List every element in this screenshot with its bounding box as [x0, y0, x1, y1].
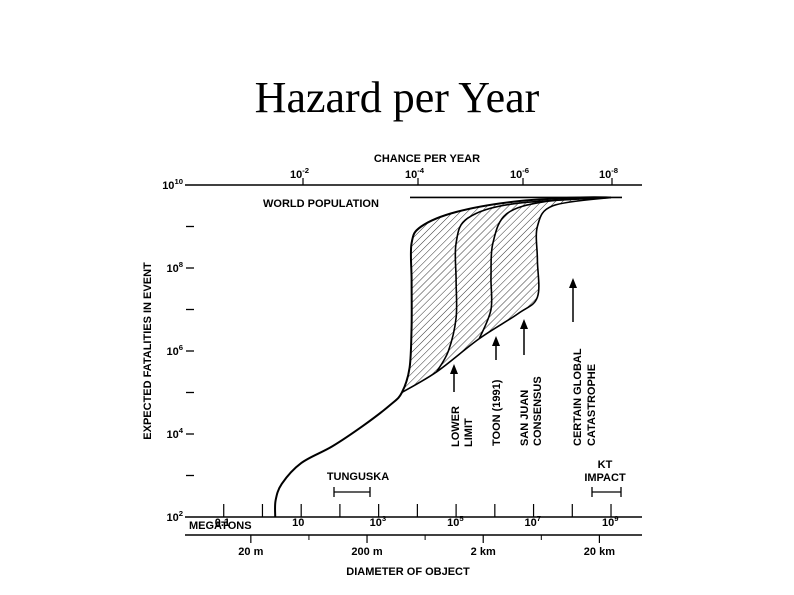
megaton-tick-label: 0.1 [215, 517, 230, 529]
megaton-tick-label: 107 [525, 514, 542, 529]
san-juan-curve [478, 196, 612, 339]
certain-global-annotation: CERTAIN GLOBAL CATASTROPHE [569, 278, 598, 446]
certain-global-curve [401, 196, 612, 394]
certain-label-line2: CATASTROPHE [586, 364, 598, 446]
lower-limit-label-line1: LOWER [450, 406, 462, 447]
top-tick-label: 10-8 [599, 166, 619, 181]
hazard-band [401, 197, 611, 393]
y-axis-label: EXPECTED FATALITIES IN EVENT [142, 262, 154, 440]
kt-impact-annotation: KT IMPACT [584, 459, 626, 497]
diameter-tick-label: 20 km [584, 546, 615, 558]
y-tick-label: 104 [166, 426, 183, 441]
lower-limit-curve [274, 196, 612, 518]
y-tick-label: 102 [166, 509, 183, 524]
toon-annotation: TOON (1991) [491, 336, 503, 446]
diameter-tick-label: 200 m [351, 546, 382, 558]
slide-title: Hazard per Year [254, 73, 540, 122]
megaton-tick-label: 109 [602, 514, 619, 529]
diameter-tick-label: 2 km [471, 546, 496, 558]
y-tick-label: 106 [166, 343, 183, 358]
megatons-label: MEGATONS [189, 520, 252, 532]
tunguska-label: TUNGUSKA [327, 471, 389, 483]
megaton-tick-label: 105 [447, 514, 464, 529]
y-tick-label: 108 [166, 260, 183, 275]
lower-limit-annotation: LOWER LIMIT [450, 364, 475, 447]
diameter-tick-label: 20 m [238, 546, 263, 558]
top-tick-label: 10-2 [290, 166, 309, 181]
lower-limit-label-line2: LIMIT [463, 418, 475, 447]
top-tick-label: 10-6 [510, 166, 529, 181]
x-axis-label: DIAMETER OF OBJECT [346, 566, 470, 578]
san-juan-annotation: SAN JUAN CONSENSUS [519, 319, 544, 446]
world-population-label: WORLD POPULATION [263, 198, 379, 210]
san-juan-label-line2: CONSENSUS [532, 376, 544, 446]
kt-label-line2: IMPACT [584, 472, 626, 484]
megaton-tick-label: 103 [370, 514, 387, 529]
megaton-tick-label: 10 [292, 517, 304, 529]
kt-label-line1: KT [598, 459, 613, 471]
certain-label-line1: CERTAIN GLOBAL [572, 348, 584, 446]
top-axis-label: CHANCE PER YEAR [374, 153, 480, 165]
san-juan-label-line1: SAN JUAN [519, 390, 531, 446]
y-tick-label: 1010 [162, 177, 183, 192]
toon-curve [436, 196, 612, 373]
tunguska-annotation: TUNGUSKA [327, 471, 389, 497]
toon-label: TOON (1991) [491, 379, 503, 446]
top-tick-label: 10-4 [405, 166, 425, 181]
